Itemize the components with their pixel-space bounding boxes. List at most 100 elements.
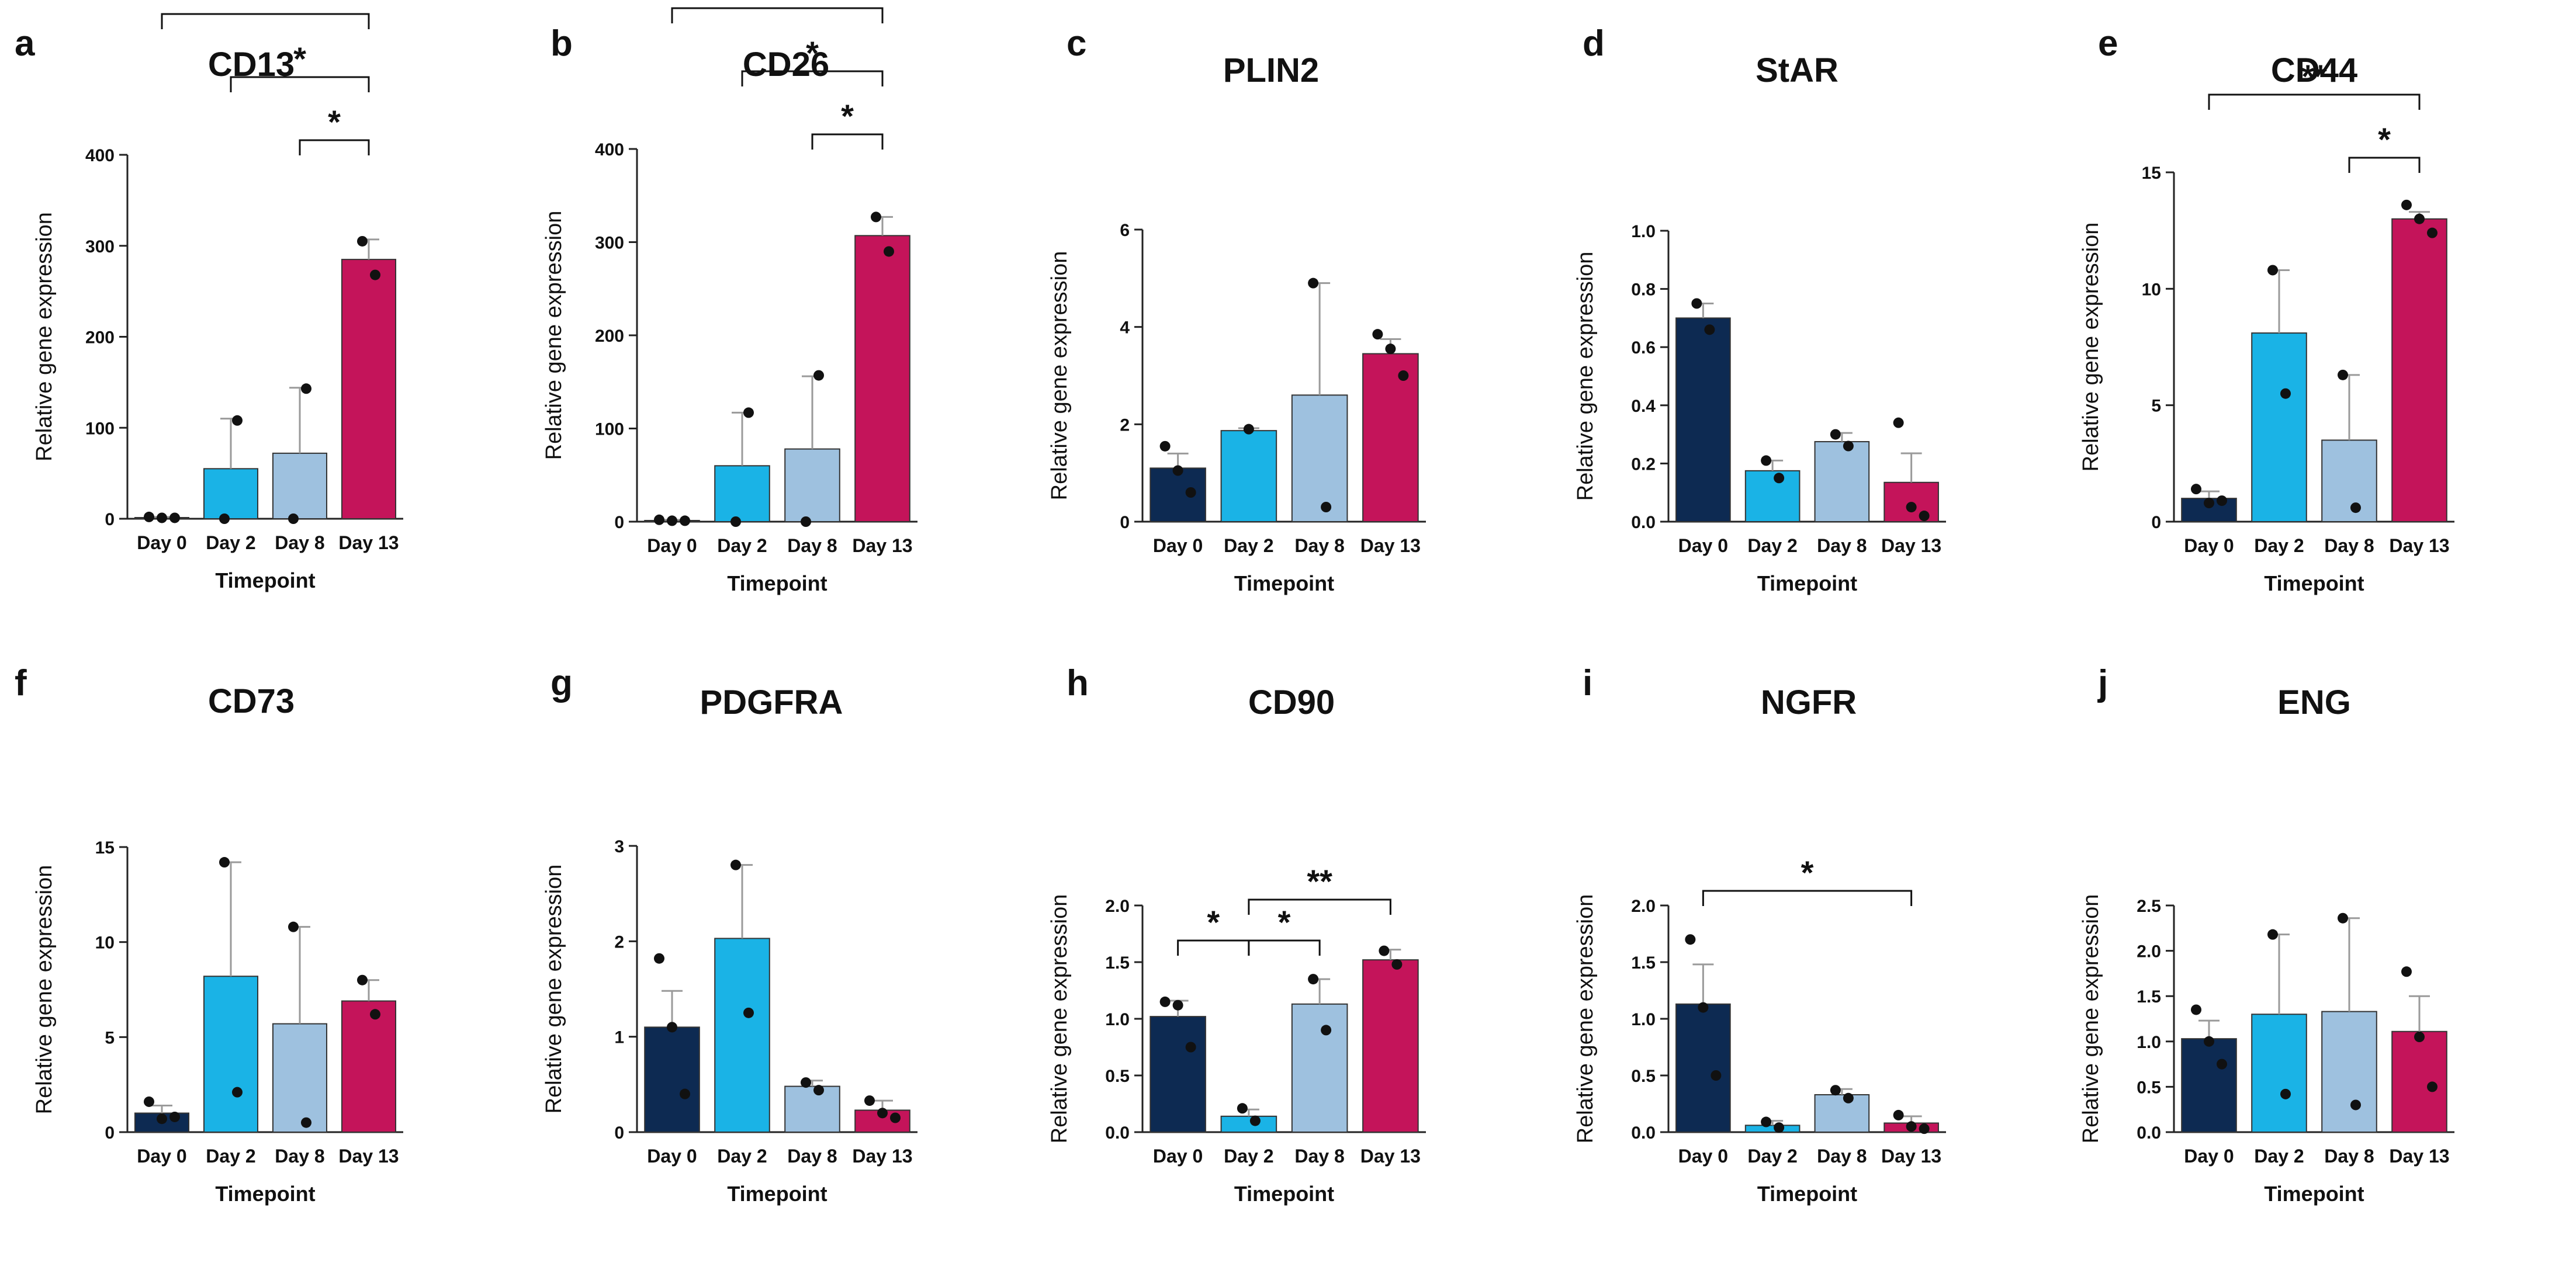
data-point (219, 513, 230, 524)
data-point (169, 512, 180, 523)
data-point (730, 516, 741, 527)
data-point (232, 1087, 243, 1098)
data-point (2427, 1081, 2437, 1092)
data-point (1685, 934, 1696, 945)
y-axis-label: Relative gene expression (32, 212, 57, 461)
x-tick-label: Day 2 (2254, 535, 2304, 556)
y-tick-label: 2.0 (1631, 897, 1656, 916)
panel-letter: e (2098, 23, 2118, 64)
y-axis-label: Relative gene expression (2079, 223, 2103, 472)
x-tick-label: Day 8 (1294, 535, 1344, 556)
significance-bracket (1248, 898, 1391, 915)
bar-day-0 (1675, 317, 1731, 523)
chart-title: CD26 (743, 46, 829, 84)
data-point (2350, 1099, 2361, 1111)
x-tick-label: Day 2 (1224, 1146, 1273, 1167)
y-tick-label: 2.0 (1105, 897, 1130, 916)
bar-day-2 (1220, 430, 1277, 523)
data-point (144, 1096, 154, 1107)
bar-day-2 (1744, 1125, 1801, 1133)
y-axis-label: Relative gene expression (542, 211, 566, 460)
y-tick-label: 0 (614, 513, 624, 532)
data-point (1843, 440, 1854, 452)
bar-day-8 (784, 1085, 840, 1133)
data-point (144, 511, 154, 522)
y-tick-label: 5 (105, 1028, 115, 1047)
x-tick-label: Day 8 (787, 535, 837, 556)
bar-day-2 (1744, 470, 1801, 522)
data-point (232, 415, 243, 426)
data-point (2414, 213, 2425, 224)
x-axis-title: Timepoint (2264, 571, 2364, 595)
panel-letter: b (550, 23, 573, 64)
significance-label: * (293, 40, 306, 77)
x-tick-label: Day 0 (137, 1146, 186, 1167)
y-axis-label: Relative gene expression (1573, 252, 1598, 501)
panel-j: j ENG 0.0 0.5 1.0 1.5 2.0 2.5 Relative gene expr… (2079, 663, 2454, 1206)
data-point (884, 246, 894, 257)
x-axis-title: Timepoint (215, 568, 315, 592)
significance-bracket (230, 76, 370, 92)
x-tick-label: Day 0 (1678, 1146, 1728, 1167)
data-point (219, 857, 230, 868)
data-point (157, 512, 167, 523)
data-point (801, 516, 811, 527)
x-tick-label: Day 2 (2254, 1146, 2304, 1167)
data-point (1249, 1115, 1261, 1126)
data-point (2401, 199, 2412, 210)
y-tick-label: 0.0 (1105, 1123, 1130, 1143)
bar-day-2 (1220, 1115, 1277, 1133)
data-point (813, 370, 824, 381)
bar-day-8 (272, 1023, 328, 1133)
y-tick-label: 0 (2151, 513, 2161, 532)
data-point (1774, 1122, 1785, 1133)
x-tick-label: Day 13 (1360, 1146, 1421, 1167)
data-point (1711, 1070, 1722, 1081)
x-tick-label: Day 0 (2184, 535, 2234, 556)
x-tick-label: Day 8 (1294, 1146, 1344, 1167)
x-tick-label: Day 0 (137, 532, 186, 553)
data-point (877, 1108, 888, 1119)
data-point (743, 407, 754, 418)
y-tick-label: 0 (614, 1123, 624, 1143)
data-point (680, 515, 690, 526)
data-point (1308, 974, 1319, 985)
data-point (2350, 502, 2361, 513)
y-tick-label: 0.5 (2137, 1078, 2161, 1097)
y-tick-label: 2 (614, 932, 624, 952)
y-tick-label: 300 (595, 234, 624, 253)
x-tick-label: Day 8 (2324, 1146, 2374, 1167)
y-axis-label: Relative gene expression (32, 865, 57, 1115)
data-point (1159, 440, 1171, 452)
y-tick-label: 1.0 (1631, 222, 1656, 241)
bar-day-13 (2391, 218, 2447, 522)
significance-label: ** (2301, 58, 2327, 95)
x-tick-label: Day 0 (1678, 535, 1728, 556)
data-point (1704, 324, 1715, 335)
data-point (2280, 388, 2291, 399)
y-tick-label: 200 (595, 327, 624, 346)
x-tick-label: Day 2 (206, 1146, 255, 1167)
x-tick-label: Day 8 (275, 1146, 324, 1167)
significance-bracket (671, 7, 884, 23)
data-point (1391, 959, 1403, 970)
y-tick-label: 1.5 (1105, 953, 1130, 973)
bar-day-0 (1149, 1016, 1206, 1133)
x-tick-label: Day 0 (647, 1146, 697, 1167)
x-tick-label: Day 2 (1224, 535, 1273, 556)
y-tick-label: 0 (105, 510, 115, 529)
x-tick-label: Day 2 (1747, 535, 1797, 556)
x-tick-label: Day 0 (647, 535, 697, 556)
bar-day-8 (1291, 394, 1348, 522)
bar-day-0 (1675, 1003, 1731, 1133)
data-point (667, 1022, 677, 1033)
x-tick-label: Day 8 (275, 532, 324, 553)
panel-f: f CD73 0 5 10 15 Relative gene expression Day 0… (15, 663, 403, 1206)
x-tick-label: Day 0 (2184, 1146, 2234, 1167)
y-axis-label: Relative gene expression (1573, 894, 1598, 1144)
y-tick-label: 0.0 (1631, 1123, 1656, 1143)
data-point (1698, 1002, 1709, 1013)
chart-title: CD73 (208, 682, 295, 720)
x-tick-label: Day 13 (338, 1146, 399, 1167)
y-axis-label: Relative gene expression (1047, 251, 1072, 501)
